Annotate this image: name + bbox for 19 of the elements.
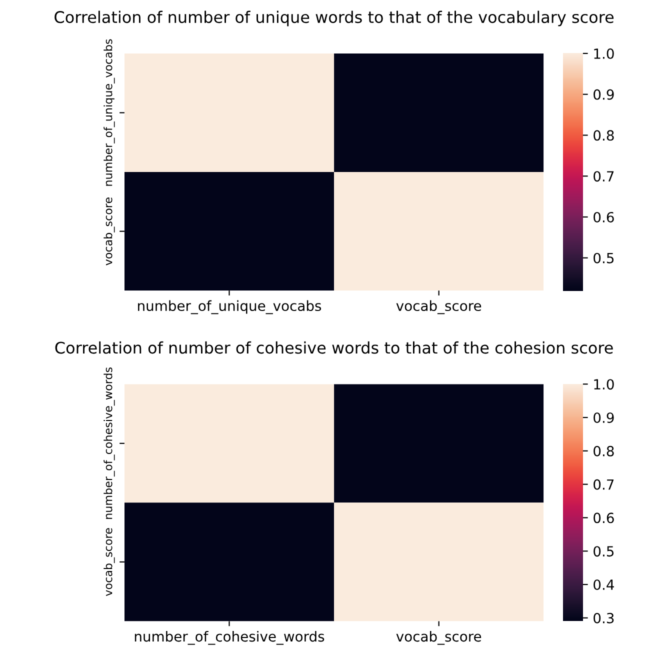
color-bar-label: 0.4: [594, 579, 614, 590]
color-bar-label: 0.5: [594, 546, 614, 557]
y-tick-label: vocab_score: [104, 528, 115, 596]
y-tick-label: number_of_unique_vocabs: [104, 39, 115, 186]
color-bar-label: 0.7: [594, 171, 614, 182]
color-bar-label: 0.6: [594, 212, 614, 222]
color-bar-label: 0.9: [594, 89, 614, 100]
color-bar-label: 1.0: [594, 379, 614, 390]
chart-title: Correlation of number of cohesive words to that of the cohesion score: [55, 341, 613, 354]
color-bar-label: 0.6: [594, 512, 614, 524]
color-bar-label: 0.8: [594, 130, 614, 141]
color-bar-label: 1.0: [594, 48, 614, 59]
color-bar-label: 0.8: [594, 446, 614, 456]
color-bar-label: 0.9: [594, 412, 614, 423]
color-bar-label: 0.3: [594, 612, 614, 624]
y-tick-label: vocab_score: [104, 198, 115, 266]
chart-title: Correlation of number of unique words to that of the vocabulary score: [54, 10, 614, 26]
color-bar-label: 0.5: [594, 252, 614, 264]
color-bar-label: 0.7: [594, 479, 614, 490]
